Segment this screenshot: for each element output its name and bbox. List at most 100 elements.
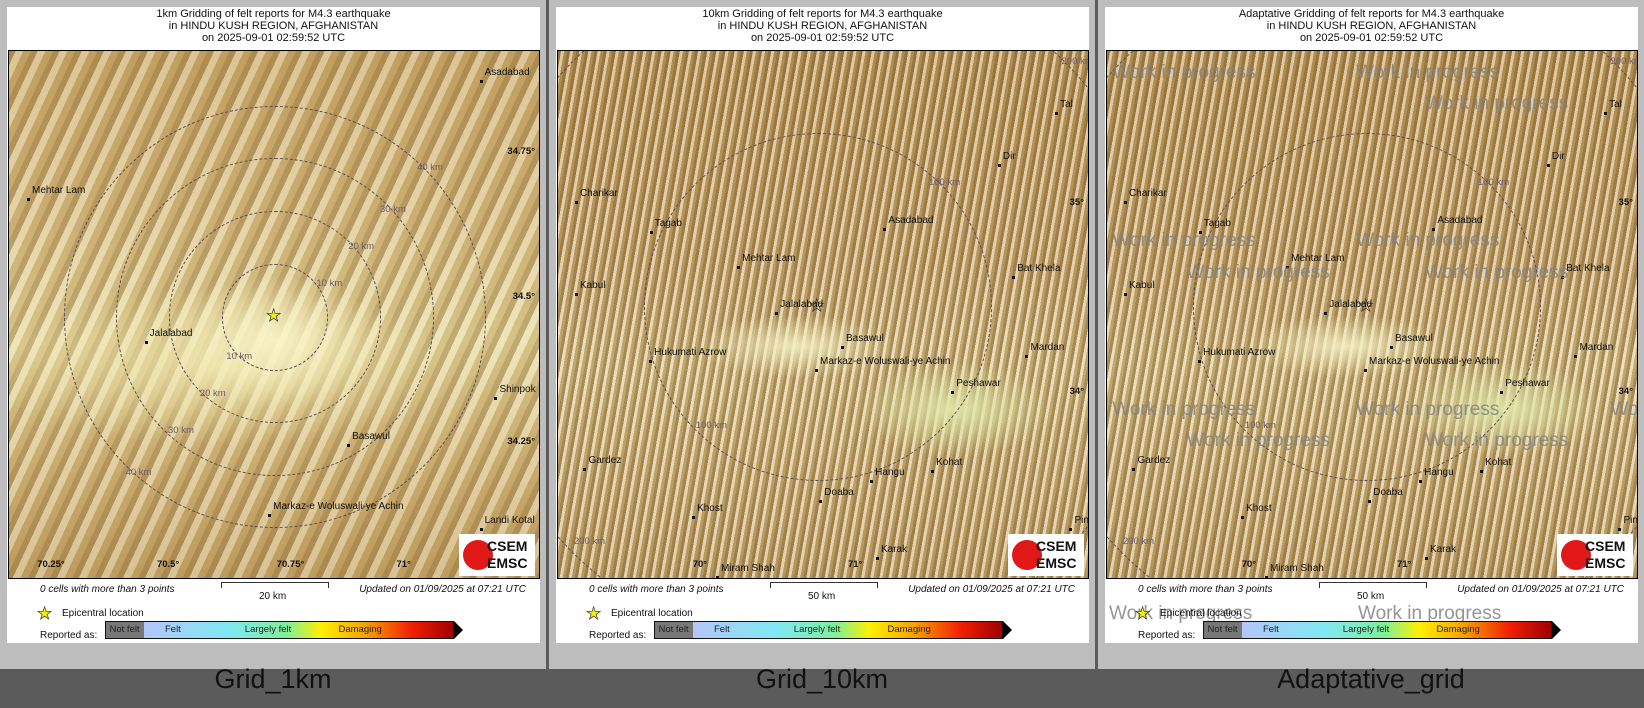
updated-note: Updated on 01/09/2025 at 07:21 UTC	[1457, 584, 1624, 595]
cells-note: 0 cells with more than 3 points	[1138, 584, 1273, 595]
city-label: Miram Shah	[1269, 562, 1324, 574]
city-marker	[574, 200, 578, 204]
city-marker	[1324, 311, 1328, 315]
city-marker	[951, 390, 955, 394]
city-marker	[819, 500, 823, 503]
city-label: Kabul	[1128, 280, 1155, 292]
city-label: Markaz-e Woluswali-ye Achin	[1369, 355, 1500, 367]
title-line: on 2025-09-01 02:59:52 UTC	[1299, 32, 1444, 44]
city-marker	[1025, 354, 1029, 358]
city-marker	[144, 340, 148, 344]
city-label: Landi Kotal	[484, 515, 535, 527]
latitude-tick-label: 34°	[1069, 386, 1084, 398]
intensity-map[interactable]: 100 km 100 km 200 km 200 km Tal Dir Charikar Ta…	[1106, 50, 1638, 579]
panel-2: 10km Gridding of felt reports for M4.3 e…	[549, 0, 1095, 669]
city-label: Pind	[1074, 514, 1089, 526]
ring-label: 200 km	[1061, 56, 1089, 68]
city-marker	[1069, 527, 1073, 531]
city-marker	[1604, 112, 1608, 116]
colorbar-label: Largely felt	[244, 624, 292, 635]
city-marker	[1574, 354, 1578, 358]
longitude-tick-label: 70°	[692, 559, 708, 570]
latitude-tick-label: 34.25°	[507, 436, 535, 448]
city-marker	[715, 575, 719, 578]
city-label: Hukumati Azrow	[654, 346, 727, 358]
intensity-map[interactable]: 10 km 10 km 20 km 20 km 30 km 30 km 40 km 40 km…	[8, 50, 540, 579]
scale-bar	[770, 582, 878, 588]
city-label: Mardan	[1030, 341, 1065, 353]
city-marker	[1368, 500, 1372, 503]
city-label: Basawul	[846, 332, 884, 344]
colorbar-label: Largely felt	[793, 624, 841, 635]
updated-note: Updated on 01/09/2025 at 07:21 UTC	[908, 584, 1075, 595]
city-marker	[1198, 230, 1202, 234]
city-marker	[841, 345, 845, 349]
logo-globe-icon	[463, 540, 493, 570]
ring-label: 200 km	[1610, 56, 1638, 68]
epicenter-legend-icon: ★	[586, 604, 602, 623]
intensity-map[interactable]: 100 km 100 km 200 km 200 km Tal Dir Charikar Ta…	[557, 50, 1089, 579]
title-line: in HINDU KUSH REGION, AFGHANISTAN	[168, 20, 379, 32]
city-label: Pind	[1623, 514, 1638, 526]
title-line: Adaptative Gridding of felt reports for …	[1238, 8, 1505, 20]
city-label: Hangu	[1424, 466, 1454, 478]
ring-label: 20 km	[348, 240, 375, 252]
colorbar-arrow-icon	[1003, 621, 1012, 639]
city-label: Basawul	[352, 431, 390, 443]
epicenter-legend-label: Epicentral location	[62, 608, 144, 619]
latitude-tick-label: 35°	[1069, 196, 1084, 208]
logo-text-bottom: EMSC	[1036, 555, 1077, 571]
longitude-tick-label: 70°	[1241, 559, 1257, 570]
csem-emsc-logo: CSEM EMSC	[1557, 534, 1633, 576]
updated-note: Updated on 01/09/2025 at 07:21 UTC	[359, 584, 526, 595]
colorbar-arrow-icon	[454, 621, 463, 639]
longitude-tick-label: 70.75°	[276, 559, 305, 570]
logo-text-bottom: EMSC	[487, 555, 528, 571]
city-label: Markaz-e Woluswali-ye Achin	[820, 355, 951, 367]
city-label: Dir	[1551, 150, 1565, 162]
city-marker	[815, 368, 819, 372]
ring-label: 40 km	[125, 467, 152, 479]
scale-bar	[1319, 582, 1427, 588]
colorbar-label: Felt	[713, 624, 730, 635]
city-marker	[876, 556, 879, 560]
city-label: Asadabad	[888, 215, 934, 227]
intensity-colorbar: Not felt Felt Largely felt Damaging	[654, 621, 1012, 639]
city-label: Hukumati Azrow	[1203, 346, 1276, 358]
logo-text-top: CSEM	[1036, 538, 1077, 554]
latitude-tick-label: 34.5°	[512, 291, 535, 303]
logo-globe-icon	[1012, 540, 1042, 570]
latitude-tick-label: 35°	[1618, 196, 1633, 208]
ring-label: 100 km	[1478, 177, 1510, 189]
city-label: Bat Khela	[1017, 263, 1061, 275]
ring-label: 100 km	[929, 177, 961, 189]
panel-label: Adaptative_grid	[1277, 664, 1465, 694]
reported-as-label: Reported as:	[1138, 630, 1196, 641]
city-marker	[1012, 276, 1016, 280]
city-label: Tagab	[1203, 217, 1231, 229]
city-label: Mehtar Lam	[742, 253, 796, 265]
panel-3: Adaptative Gridding of felt reports for …	[1098, 0, 1644, 669]
city-marker	[775, 311, 779, 315]
city-marker	[1425, 556, 1428, 560]
csem-emsc-logo: CSEM EMSC	[459, 534, 535, 576]
title-line: on 2025-09-01 02:59:52 UTC	[750, 32, 895, 44]
city-marker	[870, 479, 874, 483]
city-label: Basawul	[1395, 332, 1433, 344]
colorbar-label: Not felt	[109, 624, 140, 635]
city-marker	[1390, 345, 1394, 349]
latitude-tick-label: 34°	[1618, 386, 1633, 398]
colorbar-arrow-icon	[1552, 621, 1561, 639]
ring-label: 30 km	[168, 425, 194, 437]
map-card: 10km Gridding of felt reports for M4.3 e…	[556, 7, 1089, 643]
panel-1: 1km Gridding of felt reports for M4.3 ea…	[0, 0, 546, 669]
city-marker	[347, 444, 351, 448]
panel-label: Grid_1km	[214, 664, 332, 694]
scale-bar-label: 50 km	[808, 591, 836, 602]
city-marker	[1198, 359, 1202, 363]
distance-ring	[63, 105, 487, 529]
city-marker	[583, 467, 587, 471]
city-marker	[494, 396, 498, 400]
latitude-tick-label: 34.75°	[507, 145, 535, 157]
city-label: Jalalabad	[1329, 298, 1373, 310]
